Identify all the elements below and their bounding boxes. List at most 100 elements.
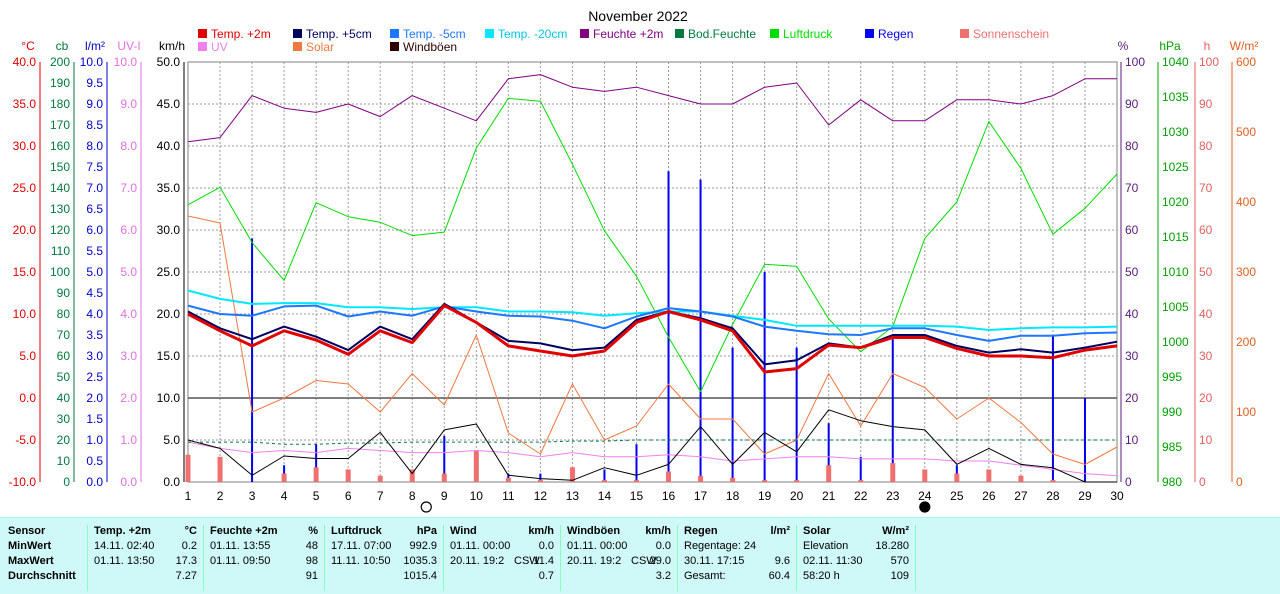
stats-regen-total-value: 60.4 bbox=[768, 570, 790, 582]
stats-wind: Wind km/h 01.11. 00:00 0.0 20.11. 19:2 CSW 1… bbox=[443, 525, 560, 591]
right-axis-tick: 90 bbox=[1199, 97, 1213, 111]
chart-legend: Temp. +2m Temp. +5cm Temp. -5cm Temp. -20cm… bbox=[198, 27, 1049, 54]
legend-label: Solar bbox=[306, 40, 334, 54]
right-axis-tick: 20 bbox=[1125, 391, 1139, 405]
x-axis-tick: 16 bbox=[662, 489, 676, 503]
left-axis-tick: 8.5 bbox=[86, 118, 103, 132]
left-axis-tick: 130 bbox=[50, 202, 70, 216]
left-axis-tick: 25.0 bbox=[157, 265, 181, 279]
rain-bar bbox=[251, 238, 254, 482]
rain-bar bbox=[667, 171, 670, 482]
x-axis-tick: 15 bbox=[630, 489, 644, 503]
sunshine-bar bbox=[185, 454, 191, 482]
legend-label: Temp. +2m bbox=[211, 27, 271, 41]
left-axis-tick: 200 bbox=[50, 55, 70, 69]
right-axis-tick: 100 bbox=[1125, 55, 1145, 69]
rain-bar bbox=[1083, 398, 1086, 482]
right-axis-tick: 70 bbox=[1125, 181, 1139, 195]
rain-bar bbox=[731, 347, 734, 482]
left-axis-tick: 10.0 bbox=[114, 55, 138, 69]
sunshine-bar bbox=[698, 475, 704, 482]
stats-temp-min-time: 14.11. 02:40 bbox=[94, 540, 155, 552]
right-axis-tick: 1000 bbox=[1162, 335, 1189, 349]
right-axis-tick: 1030 bbox=[1162, 125, 1189, 139]
legend-label: Temp. -5cm bbox=[403, 27, 466, 41]
left-axis-tick: -10.0 bbox=[9, 475, 37, 489]
stats-boeen-avg-value: 3.2 bbox=[655, 570, 671, 582]
sunshine-bar bbox=[569, 467, 575, 482]
stats-boeen: Windböen km/h 01.11. 00:00 0.0 20.11. 19:2… bbox=[560, 525, 677, 591]
series-line-solar bbox=[187, 215, 1118, 465]
left-axis-label: cb bbox=[56, 39, 69, 53]
stats-min-label: MinWert bbox=[8, 540, 52, 552]
legend-label: Windböen bbox=[403, 40, 457, 54]
x-axis-tick: 5 bbox=[313, 489, 320, 503]
stats-solar: Solar W/m² Elevation 18.280 02.11. 11:30 57… bbox=[796, 525, 915, 591]
rain-bar bbox=[315, 444, 318, 482]
legend-label: UV bbox=[211, 40, 228, 54]
right-axis-tick: 300 bbox=[1236, 265, 1256, 279]
legend-label: Regen bbox=[878, 27, 913, 41]
stats-temp-unit: °C bbox=[184, 525, 197, 537]
left-axis-tick: 10.0 bbox=[157, 391, 181, 405]
right-axis-tick: 995 bbox=[1162, 370, 1182, 384]
stats-luftdruck: Luftdruck hPa 17.11. 07:00 992.9 11.11. 10… bbox=[324, 525, 443, 591]
left-axis-tick: 1.0 bbox=[120, 433, 137, 447]
left-axis-tick: 120 bbox=[50, 223, 70, 237]
stats-sensor: Sensor MinWert MaxWert Durchschnitt bbox=[0, 525, 86, 591]
right-axis-tick: 50 bbox=[1199, 265, 1213, 279]
stats-boeen-min-value: 0.0 bbox=[655, 540, 671, 552]
sunshine-bar bbox=[505, 477, 511, 482]
stats-solar-unit: W/m² bbox=[882, 525, 909, 537]
right-axis-tick: 70 bbox=[1199, 181, 1213, 195]
right-axes: %1009080706050403020100hPa10401035103010… bbox=[1118, 39, 1259, 489]
left-axis-tick: 40.0 bbox=[13, 55, 37, 69]
right-axis-tick: 985 bbox=[1162, 440, 1182, 454]
x-axis-tick: 30 bbox=[1110, 489, 1124, 503]
rain-bar bbox=[603, 469, 606, 482]
stats-boeen-max-time: 20.11. 19:2 bbox=[567, 555, 622, 567]
left-axis-label: km/h bbox=[159, 39, 185, 53]
series-line-uv bbox=[187, 441, 1118, 477]
legend-swatch bbox=[485, 29, 494, 38]
stats-regen-max-time: 30.11. 17:15 bbox=[684, 555, 745, 567]
stats-luftdruck-unit: hPa bbox=[416, 525, 437, 537]
left-axis-tick: 30 bbox=[57, 412, 71, 426]
stats-feuchte-head: Feuchte +2m bbox=[210, 525, 278, 537]
x-axis-tick: 6 bbox=[345, 489, 352, 503]
moon-phase-markers bbox=[420, 501, 931, 513]
rain-bar bbox=[827, 423, 830, 482]
legend-label: Bod.Feuchte bbox=[688, 27, 756, 41]
sunshine-bar bbox=[313, 467, 319, 482]
new-moon-icon bbox=[919, 501, 931, 513]
stats-feuchte-min-time: 01.11. 13:55 bbox=[210, 540, 271, 552]
series-line-windb-en bbox=[187, 409, 1117, 483]
right-axis-tick: 100 bbox=[1236, 405, 1256, 419]
stats-solar-avg-value: 109 bbox=[890, 570, 909, 582]
stats-wind-unit: km/h bbox=[528, 525, 554, 537]
right-axis-tick: 20 bbox=[1199, 391, 1213, 405]
left-axis-tick: 7.0 bbox=[86, 181, 103, 195]
legend-swatch bbox=[770, 29, 779, 38]
stats-boeen-min-time: 01.11. 00:00 bbox=[567, 540, 628, 552]
right-axis-tick: 1015 bbox=[1162, 230, 1189, 244]
left-axis-tick: 10 bbox=[57, 454, 71, 468]
left-axis-label: °C bbox=[21, 39, 35, 53]
stats-temp-max-time: 01.11. 13:50 bbox=[94, 555, 155, 567]
left-axis-tick: 0.0 bbox=[19, 391, 36, 405]
full-moon-icon bbox=[420, 501, 432, 513]
sunshine-bar bbox=[826, 465, 832, 482]
stats-regen-days: Regentage: 24 bbox=[684, 540, 757, 552]
left-axis-tick: 5.0 bbox=[163, 433, 180, 447]
series-line-feuchte-2m bbox=[187, 74, 1117, 143]
left-axis-tick: 5.0 bbox=[19, 349, 36, 363]
right-axis-tick: 1025 bbox=[1162, 160, 1189, 174]
stats-regen-unit: l/m² bbox=[770, 525, 790, 537]
rain-bar bbox=[795, 347, 798, 482]
line-series bbox=[187, 74, 1118, 483]
stats-feuchte: Feuchte +2m% 01.11. 13:55 48 01.11. 09:50… bbox=[203, 525, 324, 591]
stats-luftdruck-avg-value: 1015.4 bbox=[403, 570, 437, 582]
sunshine-bar bbox=[409, 469, 415, 482]
sunshine-bar bbox=[922, 469, 928, 482]
stats-max-label: MaxWert bbox=[8, 555, 54, 567]
